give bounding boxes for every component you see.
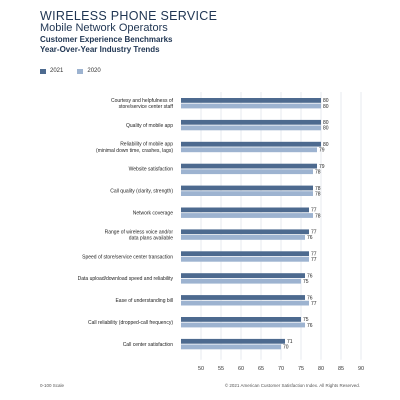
x-tick-label: 85 <box>338 366 344 372</box>
legend-swatch-2021 <box>40 68 46 74</box>
value-label: 70 <box>283 345 289 351</box>
bar-2020 <box>181 169 313 175</box>
legend-label-2021: 2021 <box>50 68 64 74</box>
category-label: Call reliability (dropped-call frequency… <box>88 320 173 326</box>
value-label: 77 <box>311 301 317 307</box>
x-tick-label: 55 <box>218 366 224 372</box>
chart-subtitle: Mobile Network Operators <box>40 22 168 34</box>
category-label: Range of wireless voice and/or data plans… <box>105 229 174 241</box>
bar-2020 <box>181 191 313 196</box>
bar-2021 <box>181 185 313 191</box>
bar-2020 <box>181 235 305 240</box>
value-label: 78 <box>315 213 321 219</box>
category-label: Speed of store/service center transactio… <box>82 254 173 260</box>
category-label: Website satisfaction <box>129 167 174 173</box>
bar-2020 <box>181 278 301 284</box>
value-label: 77 <box>311 252 317 258</box>
value-label: 78 <box>315 186 321 192</box>
value-label: 77 <box>311 257 317 263</box>
bar-2020 <box>181 256 309 262</box>
bar-2020 <box>181 300 309 306</box>
value-label: 75 <box>303 317 309 323</box>
value-label: 76 <box>307 235 313 241</box>
category-label: Courtesy and helpfulness of store/service… <box>111 98 174 110</box>
chart-subheading: Year-Over-Year Industry Trends <box>40 45 160 54</box>
value-label: 78 <box>315 170 321 176</box>
legend-swatch-2020 <box>77 68 84 74</box>
x-tick-label: 50 <box>198 366 204 372</box>
bar-2021 <box>181 229 309 235</box>
bar-2020 <box>181 213 313 218</box>
value-label: 78 <box>315 191 321 197</box>
bar-2021 <box>181 273 305 278</box>
value-label: 79 <box>319 148 325 154</box>
value-label: 80 <box>323 98 329 104</box>
bar-2021 <box>181 251 309 257</box>
value-label: 76 <box>307 295 313 301</box>
category-label: Call quality (clarity, strength) <box>110 189 173 195</box>
bar-2021 <box>181 141 321 147</box>
value-label: 76 <box>307 273 313 279</box>
value-label: 80 <box>323 120 329 126</box>
bar-2021 <box>181 338 285 344</box>
category-label: Network coverage <box>133 211 174 217</box>
bar-2021 <box>181 98 321 103</box>
bar-2021 <box>181 119 321 125</box>
category-label: Ease of understanding bill <box>115 298 173 304</box>
value-label: 80 <box>323 142 329 148</box>
x-tick-label: 70 <box>278 366 284 372</box>
category-label: Data upload/download speed and reliabili… <box>78 276 174 282</box>
x-tick-label: 75 <box>298 366 304 372</box>
x-tick-label: 90 <box>358 366 364 372</box>
x-tick-label: 65 <box>258 366 264 372</box>
chart-heading: Customer Experience Benchmarks <box>40 35 173 44</box>
bar-2020 <box>181 125 321 131</box>
footer-scale-note: 0-100 Scale <box>40 383 65 388</box>
bar-2021 <box>181 163 317 169</box>
x-tick-label: 60 <box>238 366 244 372</box>
category-label: Call center satisfaction <box>123 342 174 348</box>
chart-title: WIRELESS PHONE SERVICE <box>40 9 218 23</box>
value-label: 77 <box>311 230 317 236</box>
bar-2020 <box>181 344 281 350</box>
value-label: 80 <box>323 104 329 110</box>
bar-2021 <box>181 207 309 213</box>
legend: 2021 2020 <box>40 68 101 74</box>
bar-2020 <box>181 322 305 328</box>
bar-2020 <box>181 103 321 109</box>
value-label: 80 <box>323 126 329 132</box>
x-tick-label: 80 <box>318 366 324 372</box>
bar-2020 <box>181 147 317 153</box>
value-label: 75 <box>303 279 309 285</box>
category-label: Reliability of mobile app (minimal down t… <box>96 142 173 154</box>
legend-label-2020: 2020 <box>87 68 101 74</box>
category-label: Quality of mobile app <box>126 123 173 129</box>
value-label: 76 <box>307 323 313 329</box>
value-label: 71 <box>287 339 293 345</box>
value-label: 79 <box>319 164 325 170</box>
footer-copyright: © 2021 American Customer Satisfaction In… <box>224 383 360 388</box>
value-label: 77 <box>311 208 317 214</box>
bar-2021 <box>181 317 301 322</box>
legend-item-2021: 2021 <box>40 68 63 74</box>
legend-item-2020: 2020 <box>77 68 101 74</box>
bar-2021 <box>181 295 305 300</box>
